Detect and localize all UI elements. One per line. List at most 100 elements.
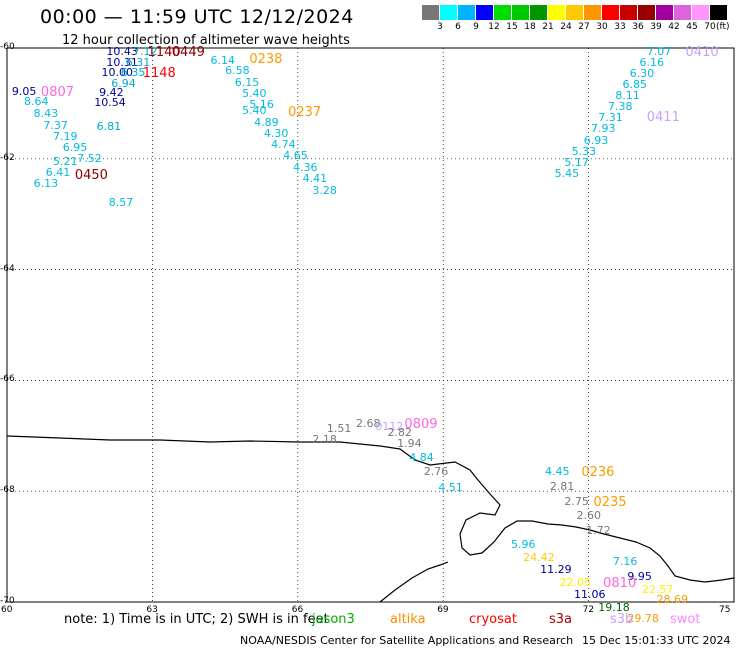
wave-height-value: 8.11 — [615, 89, 640, 103]
satellite-legend-s3a: s3a — [549, 612, 573, 627]
scale-swatch — [476, 5, 493, 20]
wave-height-value: 5.40 — [242, 103, 267, 117]
wave-height-value: 4.74 — [271, 137, 296, 151]
pass-time-label: 0235 — [593, 495, 627, 511]
generation-timestamp: 15 Dec 15:01:33 UTC 2024 — [582, 634, 731, 647]
wave-height-value: 10.43 — [106, 44, 138, 58]
pass-time-label: 0237 — [288, 104, 322, 120]
wave-height-value: 1.72 — [586, 524, 611, 538]
scale-label: 45 — [686, 22, 698, 32]
antarctic-coastline — [6, 435, 735, 583]
pass-time-label: 0236 — [581, 464, 615, 480]
map-title: 00:00 — 11:59 UTC 12/12/2024 — [40, 6, 354, 28]
wave-height-value: 6.94 — [111, 77, 136, 90]
scale-label: 30 — [596, 22, 608, 32]
scale-swatch — [530, 5, 547, 20]
lon-tick-label: 72 — [582, 605, 595, 615]
pass-time-label: 1148 — [142, 65, 176, 81]
scale-label: 70 — [704, 22, 716, 32]
wave-height-value: 2.75 — [564, 495, 589, 509]
wave-height-value: 5.40 — [242, 86, 267, 100]
wave-height-value: 22.57 — [641, 582, 674, 596]
scale-swatch — [458, 5, 475, 20]
wave-height-value: 8.57 — [108, 196, 134, 210]
pass-time-label: 0809 — [404, 416, 438, 432]
wave-height-value: 9.05 — [11, 85, 37, 99]
scale-swatch — [656, 5, 673, 20]
coastline-segment-south — [379, 561, 449, 603]
lon-tick-label: 69 — [437, 605, 449, 615]
wave-height-value: 22.05 — [559, 575, 592, 589]
lat-tick-label: -64 — [0, 263, 15, 274]
wave-height-value: 0112 — [375, 420, 404, 434]
scale-swatch — [584, 5, 601, 20]
wave-height-value: 28.69 — [656, 593, 688, 607]
wave-height-value: 2.76 — [423, 464, 449, 478]
wave-height-value: 7.12 — [133, 44, 158, 58]
wave-height-value: 7.16 — [612, 554, 638, 568]
wave-height-value: 1.94 — [397, 437, 422, 451]
wave-height-value: 6.35 — [120, 65, 146, 79]
scale-swatch — [602, 5, 619, 20]
wave-height-value: 5.96 — [511, 538, 536, 552]
scale-label: 3 — [437, 22, 443, 32]
wave-height-value: 9.95 — [627, 570, 652, 584]
scale-label: 27 — [578, 22, 590, 32]
wave-height-value: 10.54 — [94, 95, 126, 109]
wave-height-value: 7.07 — [646, 44, 672, 58]
footer-note: note: 1) Time is in UTC; 2) SWH is in fe… — [64, 612, 329, 627]
pass-time-label: 0410 — [685, 44, 719, 60]
scale-swatch — [494, 5, 511, 20]
wave-height-value: 7.38 — [607, 100, 633, 114]
credit-line: NOAA/NESDIS Center for Satellite Applica… — [240, 634, 574, 647]
map-subtitle: 12 hour collection of altimeter wave hei… — [62, 33, 350, 48]
scale-swatch — [674, 5, 691, 20]
wave-height-value: 4.41 — [302, 172, 328, 186]
satellite-legend-s3b: s3b — [610, 612, 634, 627]
wave-height-value: 7.37 — [43, 118, 68, 132]
scale-label: 18 — [524, 22, 536, 32]
satellite-legend-cryosat: cryosat — [469, 612, 517, 627]
wave-height-value: 10.31 — [106, 55, 138, 69]
scale-unit-label: (ft) — [716, 22, 730, 32]
lat-tick-label: -60 — [0, 42, 15, 52]
scale-label: 33 — [614, 22, 626, 32]
scale-swatch — [422, 5, 439, 20]
scale-swatch — [638, 5, 655, 20]
scale-label: 12 — [488, 22, 500, 32]
pass-time-label: 0411 — [646, 110, 680, 126]
wave-height-value: 7.31 — [598, 111, 623, 125]
wave-height-value: 2.81 — [549, 480, 575, 494]
scale-swatch — [710, 5, 727, 20]
wave-height-value: 11.29 — [540, 563, 572, 577]
scale-label: 21 — [542, 22, 554, 32]
wave-height-value: 4.30 — [263, 126, 289, 140]
scale-swatch — [512, 5, 529, 20]
lat-tick-label: -70 — [0, 596, 15, 606]
pass-time-label: 0450 — [74, 168, 108, 184]
wave-height-value: 2.68 — [355, 416, 381, 430]
wave-height-value: 4.36 — [292, 160, 318, 174]
pass-time-label: 0449 — [171, 44, 205, 60]
scale-label: 36 — [632, 22, 644, 32]
wave-height-value: 5.16 — [249, 98, 274, 112]
wave-height-value: 2.60 — [576, 509, 601, 523]
wave-height-value: 4.45 — [544, 464, 570, 478]
scale-label: 39 — [650, 22, 662, 32]
wave-height-value: 6.30 — [629, 67, 655, 81]
lat-tick-label: -62 — [0, 152, 15, 163]
wave-height-value: 24.42 — [523, 550, 555, 564]
lon-tick-label: 60 — [1, 605, 13, 615]
wave-height-value: 29.78 — [627, 611, 659, 625]
wave-height-value: 19.18 — [598, 600, 630, 614]
wave-height-value: 5.45 — [554, 167, 580, 181]
scale-swatch — [620, 5, 637, 20]
scale-label: 9 — [473, 22, 479, 32]
wave-height-value: 6.81 — [96, 120, 122, 134]
wave-height-value: 8.64 — [23, 95, 49, 109]
lon-tick-label: 75 — [719, 605, 731, 615]
satellite-legend-jason3: jason3 — [312, 612, 355, 627]
lat-tick-label: -68 — [0, 485, 15, 496]
wave-height-value: 10.00 — [101, 65, 134, 79]
